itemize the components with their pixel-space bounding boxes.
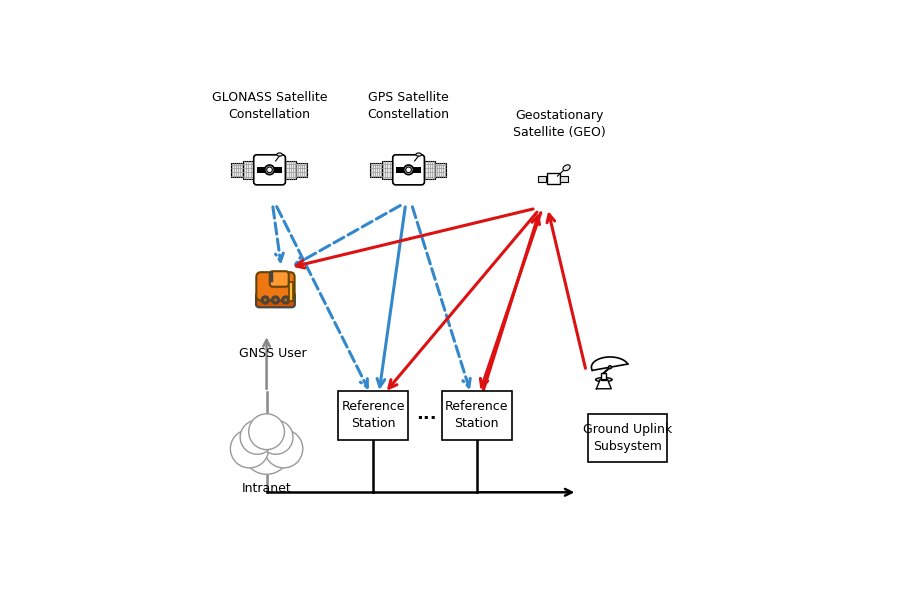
FancyBboxPatch shape (392, 155, 425, 185)
FancyBboxPatch shape (256, 167, 283, 173)
Circle shape (243, 427, 290, 475)
FancyBboxPatch shape (254, 155, 285, 185)
Text: Intranet: Intranet (242, 482, 292, 495)
Polygon shape (597, 380, 611, 389)
Text: Reference
Station: Reference Station (445, 400, 508, 430)
Circle shape (240, 420, 274, 454)
Circle shape (608, 365, 612, 369)
FancyBboxPatch shape (371, 163, 382, 177)
Circle shape (261, 296, 269, 304)
FancyBboxPatch shape (435, 163, 446, 177)
Circle shape (265, 165, 274, 175)
Ellipse shape (596, 377, 612, 382)
Text: Ground Uplink
Subsystem: Ground Uplink Subsystem (583, 423, 672, 453)
Circle shape (230, 430, 269, 468)
FancyBboxPatch shape (442, 391, 511, 440)
FancyBboxPatch shape (338, 391, 408, 440)
Ellipse shape (277, 153, 283, 156)
FancyBboxPatch shape (382, 161, 394, 179)
FancyBboxPatch shape (538, 176, 546, 182)
FancyBboxPatch shape (588, 413, 668, 462)
Text: Geostationary
Satellite (GEO): Geostationary Satellite (GEO) (513, 109, 606, 139)
FancyBboxPatch shape (270, 271, 289, 287)
Ellipse shape (416, 153, 421, 156)
FancyBboxPatch shape (284, 161, 296, 179)
Circle shape (284, 298, 288, 302)
Circle shape (272, 296, 279, 304)
Circle shape (406, 167, 411, 173)
FancyBboxPatch shape (256, 272, 294, 301)
Text: ...: ... (416, 404, 436, 422)
FancyBboxPatch shape (396, 167, 421, 173)
Circle shape (282, 296, 290, 304)
Text: Reference
Station: Reference Station (341, 400, 405, 430)
Circle shape (259, 420, 293, 454)
Circle shape (404, 165, 413, 175)
FancyBboxPatch shape (547, 173, 560, 184)
Ellipse shape (562, 165, 571, 171)
Circle shape (266, 167, 273, 173)
FancyBboxPatch shape (296, 163, 307, 177)
Circle shape (264, 298, 267, 302)
FancyBboxPatch shape (289, 282, 293, 301)
Text: GPS Satellite
Constellation: GPS Satellite Constellation (367, 91, 450, 121)
Text: GLONASS Satellite
Constellation: GLONASS Satellite Constellation (212, 91, 328, 121)
Circle shape (265, 430, 302, 468)
FancyBboxPatch shape (231, 163, 243, 177)
Circle shape (248, 414, 284, 449)
FancyBboxPatch shape (601, 373, 607, 380)
Circle shape (274, 298, 277, 302)
FancyBboxPatch shape (256, 292, 295, 307)
Text: GNSS User: GNSS User (238, 347, 306, 361)
FancyBboxPatch shape (560, 176, 569, 182)
Polygon shape (591, 357, 628, 370)
FancyBboxPatch shape (243, 161, 256, 179)
FancyBboxPatch shape (423, 161, 435, 179)
